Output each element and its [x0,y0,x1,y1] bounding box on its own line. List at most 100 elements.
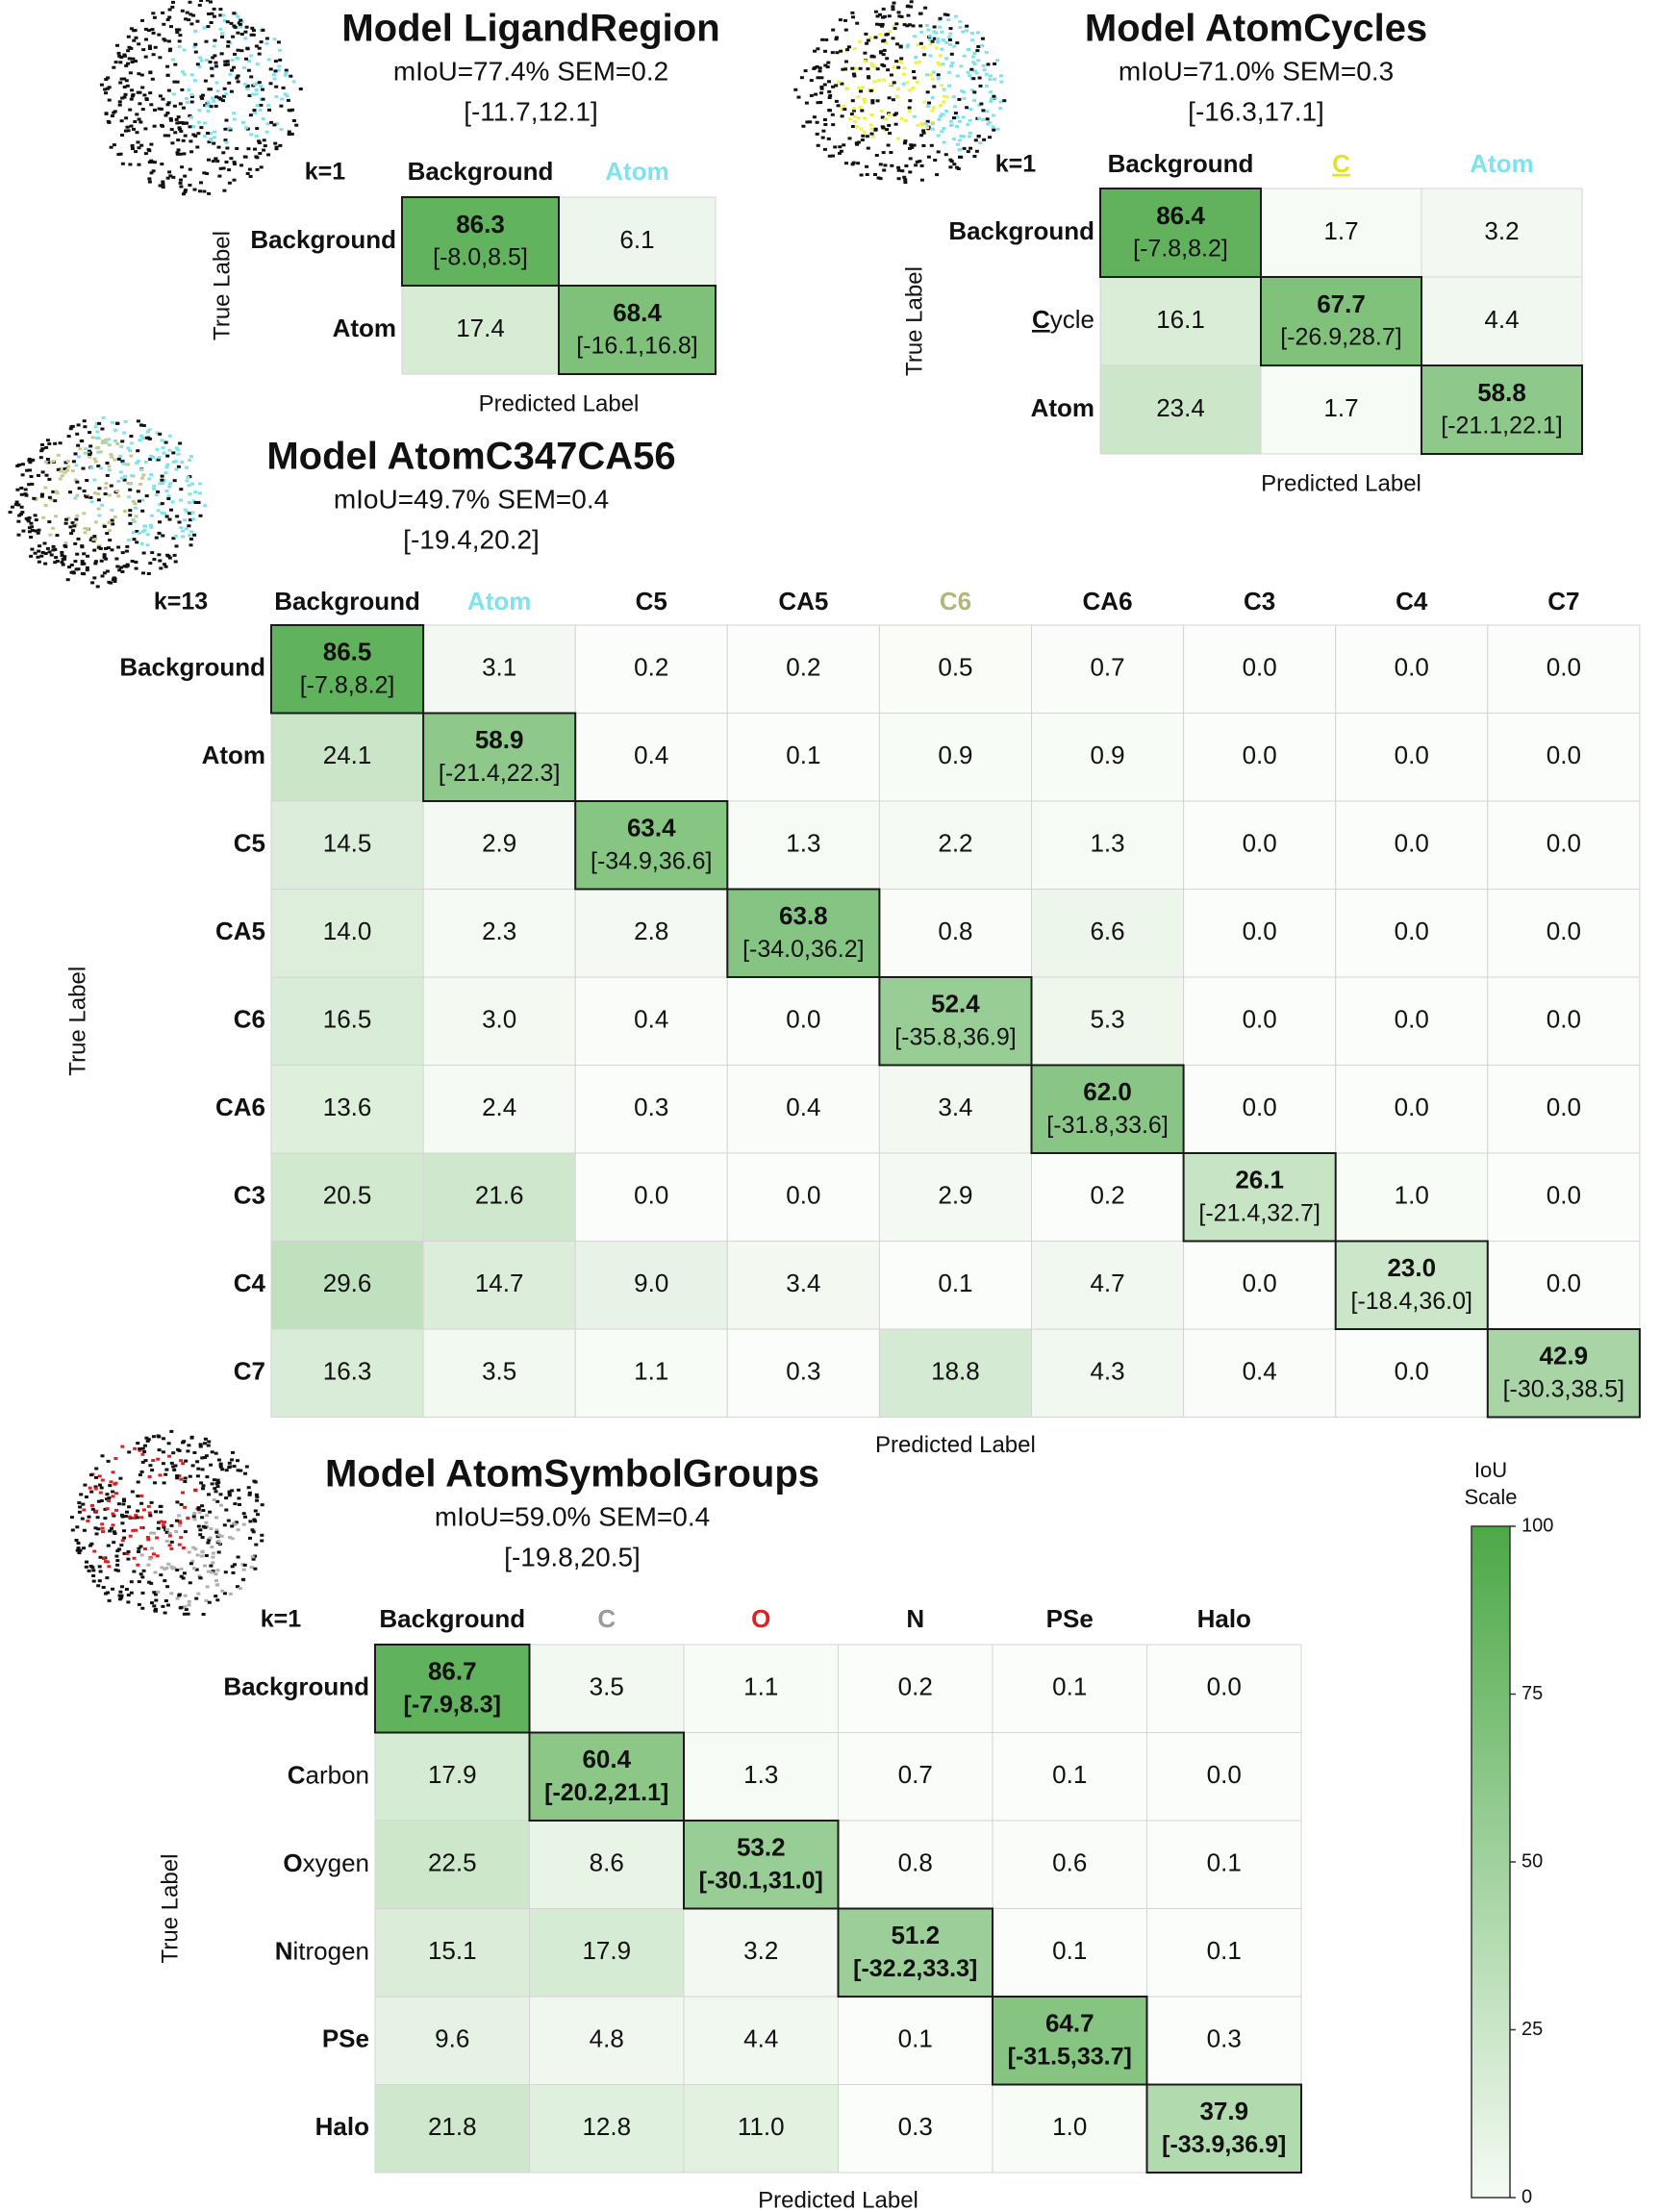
voxel-point [176,452,181,456]
voxel-point [120,1585,124,1589]
voxel-point [206,132,211,135]
voxel-point [126,1550,131,1553]
voxel-point [248,175,253,178]
voxel-point [134,515,138,518]
voxel-point [972,155,977,158]
diagonal-cell-border [878,976,1033,1067]
voxel-point [161,11,165,14]
voxel-point [232,1465,237,1469]
voxel-point [966,48,970,52]
voxel-point [116,1502,121,1506]
voxel-point [196,1524,201,1528]
voxel-point [902,66,907,70]
voxel-point [130,144,135,147]
voxel-point [903,178,908,182]
voxel-point [51,526,56,530]
voxel-point [289,74,293,78]
heatmap-cell [270,1241,424,1330]
voxel-point [121,462,126,465]
voxel-point [204,1598,209,1602]
heatmap-cell [374,2084,530,2174]
voxel-point [171,1465,176,1469]
cell-value: 0.1 [938,1269,972,1297]
voxel-point [51,460,56,464]
voxel-point [113,1457,118,1460]
voxel-point [955,124,960,128]
voxel-point [45,439,50,442]
voxel-point [134,1514,138,1518]
voxel-point [907,106,912,110]
voxel-point [210,1546,214,1548]
voxel-point [178,1521,183,1524]
voxel-point [188,1581,192,1585]
voxel-point [122,77,127,81]
voxel-point [149,1531,154,1535]
metrics-text: mIoU=77.4% SEM=0.2 [393,56,668,86]
voxel-point [69,425,74,429]
voxel-point [207,1493,211,1496]
voxel-point [117,100,122,104]
voxel-point [947,38,952,41]
voxel-point [177,1593,182,1596]
voxel-point [878,23,883,27]
voxel-point [195,63,200,66]
cell-value: 2.3 [482,917,516,945]
heatmap-cell [1421,188,1583,278]
heatmap-cell [1183,976,1337,1066]
voxel-point [160,474,164,478]
cell-value: 11.0 [738,2112,785,2141]
voxel-point [914,56,918,59]
cell-value: 0.4 [634,741,668,769]
voxel-point [239,18,243,22]
voxel-point [258,108,263,112]
voxel-point [248,1520,253,1523]
cell-value: 2.9 [482,829,516,858]
voxel-point [88,1565,93,1568]
diagonal-cell-border [1421,364,1583,455]
heatmap-cell [1031,624,1185,714]
voxel-point [892,81,896,85]
row-label: Oxygen [283,1848,369,1877]
voxel-point [930,127,935,131]
column-header: CA5 [778,587,828,616]
voxel-point [150,1546,154,1550]
voxel-point [94,1475,98,1479]
voxel-point [180,9,185,13]
voxel-point [61,563,65,566]
voxel-point [115,1563,120,1567]
voxel-point [125,564,130,567]
voxel-point [207,1600,212,1604]
cell-value: 1.3 [743,1760,778,1789]
cell-value: 0.1 [1052,1672,1087,1701]
cell-value: 1.1 [743,1672,778,1701]
voxel-point [886,143,891,147]
voxel-point [843,108,847,112]
voxel-point [893,113,897,116]
voxel-point [171,451,176,455]
heatmap-cell [1031,713,1185,802]
cell-value: 0.9 [938,741,972,769]
voxel-point [182,72,187,76]
voxel-point [140,1446,145,1450]
voxel-point [173,534,178,538]
voxel-point [120,162,125,165]
voxel-point [169,1429,174,1433]
cell-value: 3.1 [482,653,516,682]
voxel-point [63,543,67,547]
voxel-point [287,133,291,137]
voxel-point [949,123,954,127]
cell-confidence-interval: [-26.9,28.7] [1280,324,1401,351]
voxel-point [72,524,77,528]
voxel-point [948,32,953,36]
voxel-point [209,1564,214,1568]
voxel-point [252,1518,257,1521]
voxel-point [962,54,967,58]
voxel-point [238,22,242,26]
voxel-point [145,543,150,547]
voxel-point [135,131,139,135]
voxel-point [887,14,892,18]
voxel-point [153,1571,158,1574]
voxel-point [272,77,277,81]
voxel-point [218,27,223,31]
voxel-point [899,57,904,61]
